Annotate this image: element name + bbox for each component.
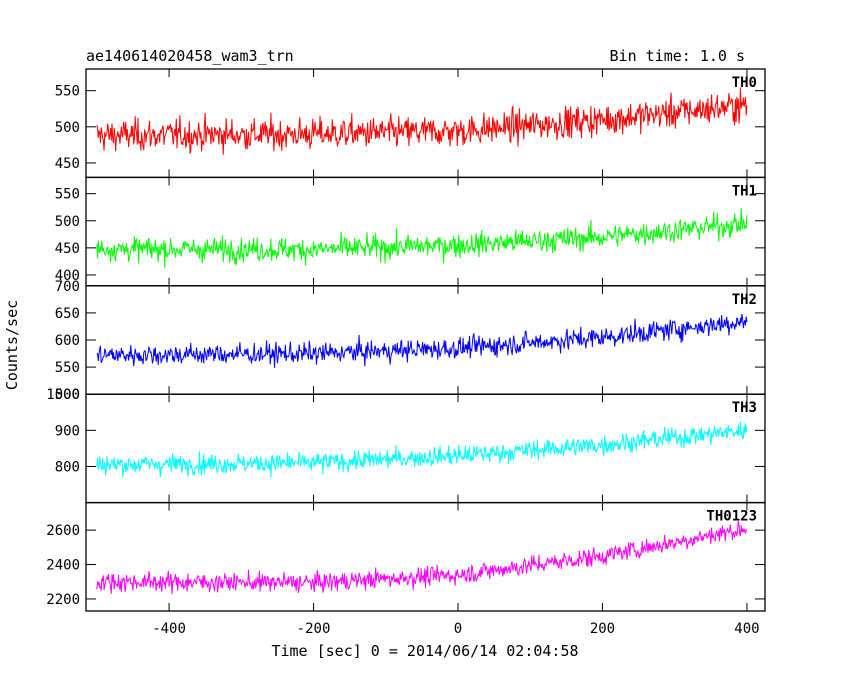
panel-th3: 800 900 1000 TH3	[46, 387, 766, 504]
panel-th2: 500 550 600 650 700 TH2	[55, 279, 766, 403]
y-tick-label: 2600	[46, 523, 80, 539]
series-line-th2	[96, 313, 748, 368]
panel-frame	[85, 501, 766, 612]
x-axis: -400 -200 0 200 400	[152, 621, 759, 637]
series-label-th1: TH1	[732, 183, 757, 199]
y-tick-label: 500	[55, 214, 80, 230]
panel-th0: 450 500 550 TH0	[55, 68, 766, 179]
y-tick-label: 550	[55, 187, 80, 203]
series-line-th1	[96, 208, 748, 268]
y-tick-label: 600	[55, 333, 80, 349]
series-label-th2: TH2	[732, 292, 757, 308]
y-tick-label: 450	[55, 156, 80, 172]
panel-frame	[85, 285, 766, 395]
y-tick-label: 2400	[46, 558, 80, 574]
series-line-th0	[96, 87, 748, 155]
y-tick-label: 900	[55, 423, 80, 439]
x-tick-label: 0	[454, 621, 462, 637]
panel-frame	[85, 68, 766, 179]
panels: 450 500 550 TH0 400 450 500 550 TH1 500 550 600 650 7…	[46, 68, 766, 612]
panel-frame	[85, 393, 766, 504]
y-axis-label: Counts/sec	[3, 300, 21, 390]
x-tick-label: -400	[152, 621, 186, 637]
series-label-th0123: TH0123	[706, 509, 757, 525]
x-axis-label: Time [sec] 0 = 2014/06/14 02:04:58	[271, 642, 578, 660]
file-title: ae140614020458_wam3_trn	[86, 47, 294, 65]
y-tick-label: 2200	[46, 592, 80, 608]
panel-th0123: 2200 2400 2600 TH0123	[46, 501, 766, 612]
series-line-th0123	[96, 520, 748, 595]
y-tick-label: 450	[55, 241, 80, 257]
y-tick-label: 550	[55, 84, 80, 100]
series-label-th0: TH0	[732, 75, 757, 91]
series-line-th3	[96, 421, 748, 478]
x-tick-label: -200	[297, 621, 331, 637]
y-tick-label: 400	[55, 268, 80, 284]
panel-th1: 400 450 500 550 TH1	[55, 176, 766, 287]
bin-time-label: Bin time: 1.0 s	[610, 47, 745, 65]
series-label-th3: TH3	[732, 400, 757, 416]
y-tick-label: 500	[55, 120, 80, 136]
y-tick-label: 500	[55, 387, 80, 403]
y-tick-label: 550	[55, 360, 80, 376]
x-tick-label: 200	[590, 621, 615, 637]
y-tick-label: 700	[55, 279, 80, 295]
y-tick-label: 1000	[46, 387, 80, 403]
y-tick-label: 650	[55, 306, 80, 322]
x-tick-label: 400	[734, 621, 759, 637]
y-tick-label: 800	[55, 459, 80, 475]
